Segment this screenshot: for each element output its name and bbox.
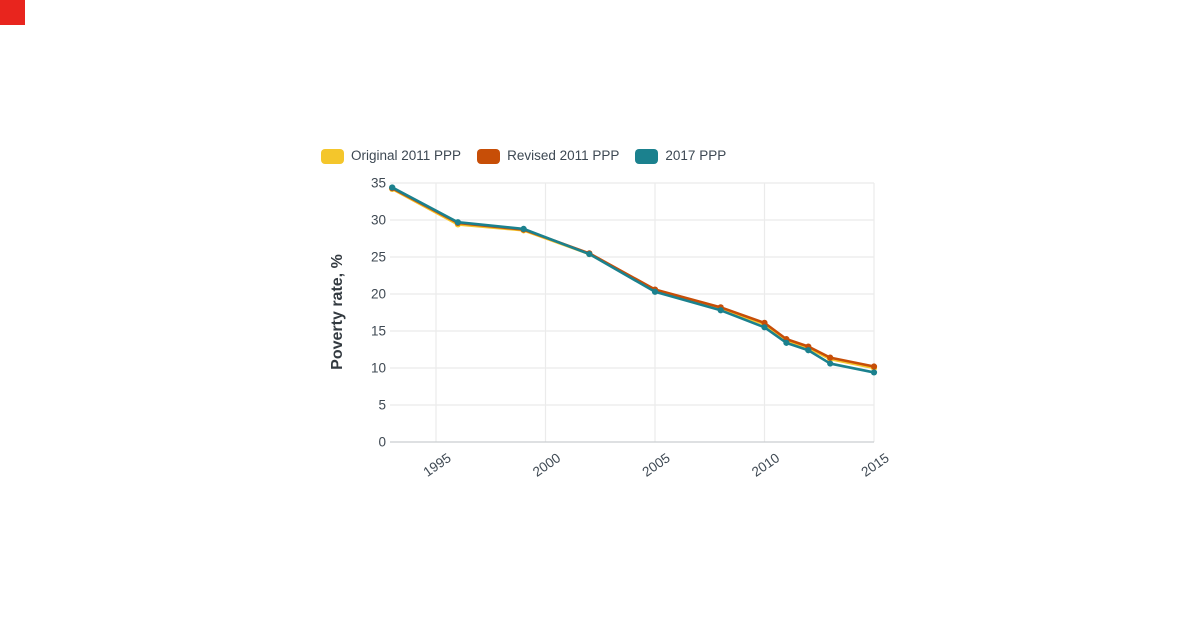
- legend-item-2017-ppp[interactable]: 2017 PPP: [635, 148, 726, 164]
- data-point-2017-ppp[interactable]: [870, 369, 878, 376]
- y-tick-label: 5: [378, 398, 386, 413]
- data-point-2017-ppp[interactable]: [783, 339, 790, 346]
- data-point-revised-2011-ppp[interactable]: [761, 319, 768, 326]
- y-tick-label: 0: [378, 435, 386, 450]
- y-tick-label: 30: [371, 213, 386, 228]
- legend-item-original-2011-ppp[interactable]: Original 2011 PPP: [321, 148, 461, 164]
- y-tick-label: 25: [371, 250, 386, 265]
- data-point-revised-2011-ppp[interactable]: [870, 363, 878, 370]
- red-corner-badge: [0, 0, 25, 25]
- data-point-2017-ppp[interactable]: [454, 219, 461, 226]
- data-point-2017-ppp[interactable]: [805, 347, 812, 354]
- legend-label: Revised 2011 PPP: [507, 148, 620, 163]
- legend-swatch-revised-2011-ppp: [477, 148, 501, 164]
- y-tick-label: 20: [371, 287, 386, 302]
- x-tick-label: 2000: [530, 450, 563, 480]
- x-tick-label: 2005: [640, 450, 673, 480]
- series-line-revised-2011-ppp[interactable]: [390, 186, 876, 368]
- y-tick-label: 10: [371, 361, 386, 376]
- data-point-2017-ppp[interactable]: [389, 184, 396, 191]
- legend-label: 2017 PPP: [665, 148, 727, 163]
- legend-swatch-original-2011-ppp: [321, 148, 344, 164]
- x-tick-label: 2015: [859, 450, 892, 480]
- data-point-2017-ppp[interactable]: [761, 324, 768, 331]
- legend-swatch-2017-ppp: [635, 148, 659, 164]
- y-tick-label: 35: [371, 176, 386, 191]
- legend-item-revised-2011-ppp[interactable]: Revised 2011 PPP: [477, 148, 619, 164]
- x-tick-label: 2010: [749, 450, 782, 480]
- x-tick-label: 1995: [421, 450, 454, 480]
- data-point-2017-ppp[interactable]: [827, 360, 834, 367]
- data-point-2017-ppp[interactable]: [520, 225, 527, 232]
- y-tick-label: 15: [371, 324, 386, 339]
- legend: Original 2011 PPP Revised 2011 PPP 2017 …: [321, 148, 726, 164]
- data-point-2017-ppp[interactable]: [586, 250, 593, 258]
- legend-label: Original 2011 PPP: [351, 148, 462, 163]
- data-point-revised-2011-ppp[interactable]: [827, 354, 834, 361]
- data-point-2017-ppp[interactable]: [651, 288, 659, 295]
- y-axis-title: Poverty rate, %: [329, 254, 346, 370]
- data-point-2017-ppp[interactable]: [717, 307, 724, 314]
